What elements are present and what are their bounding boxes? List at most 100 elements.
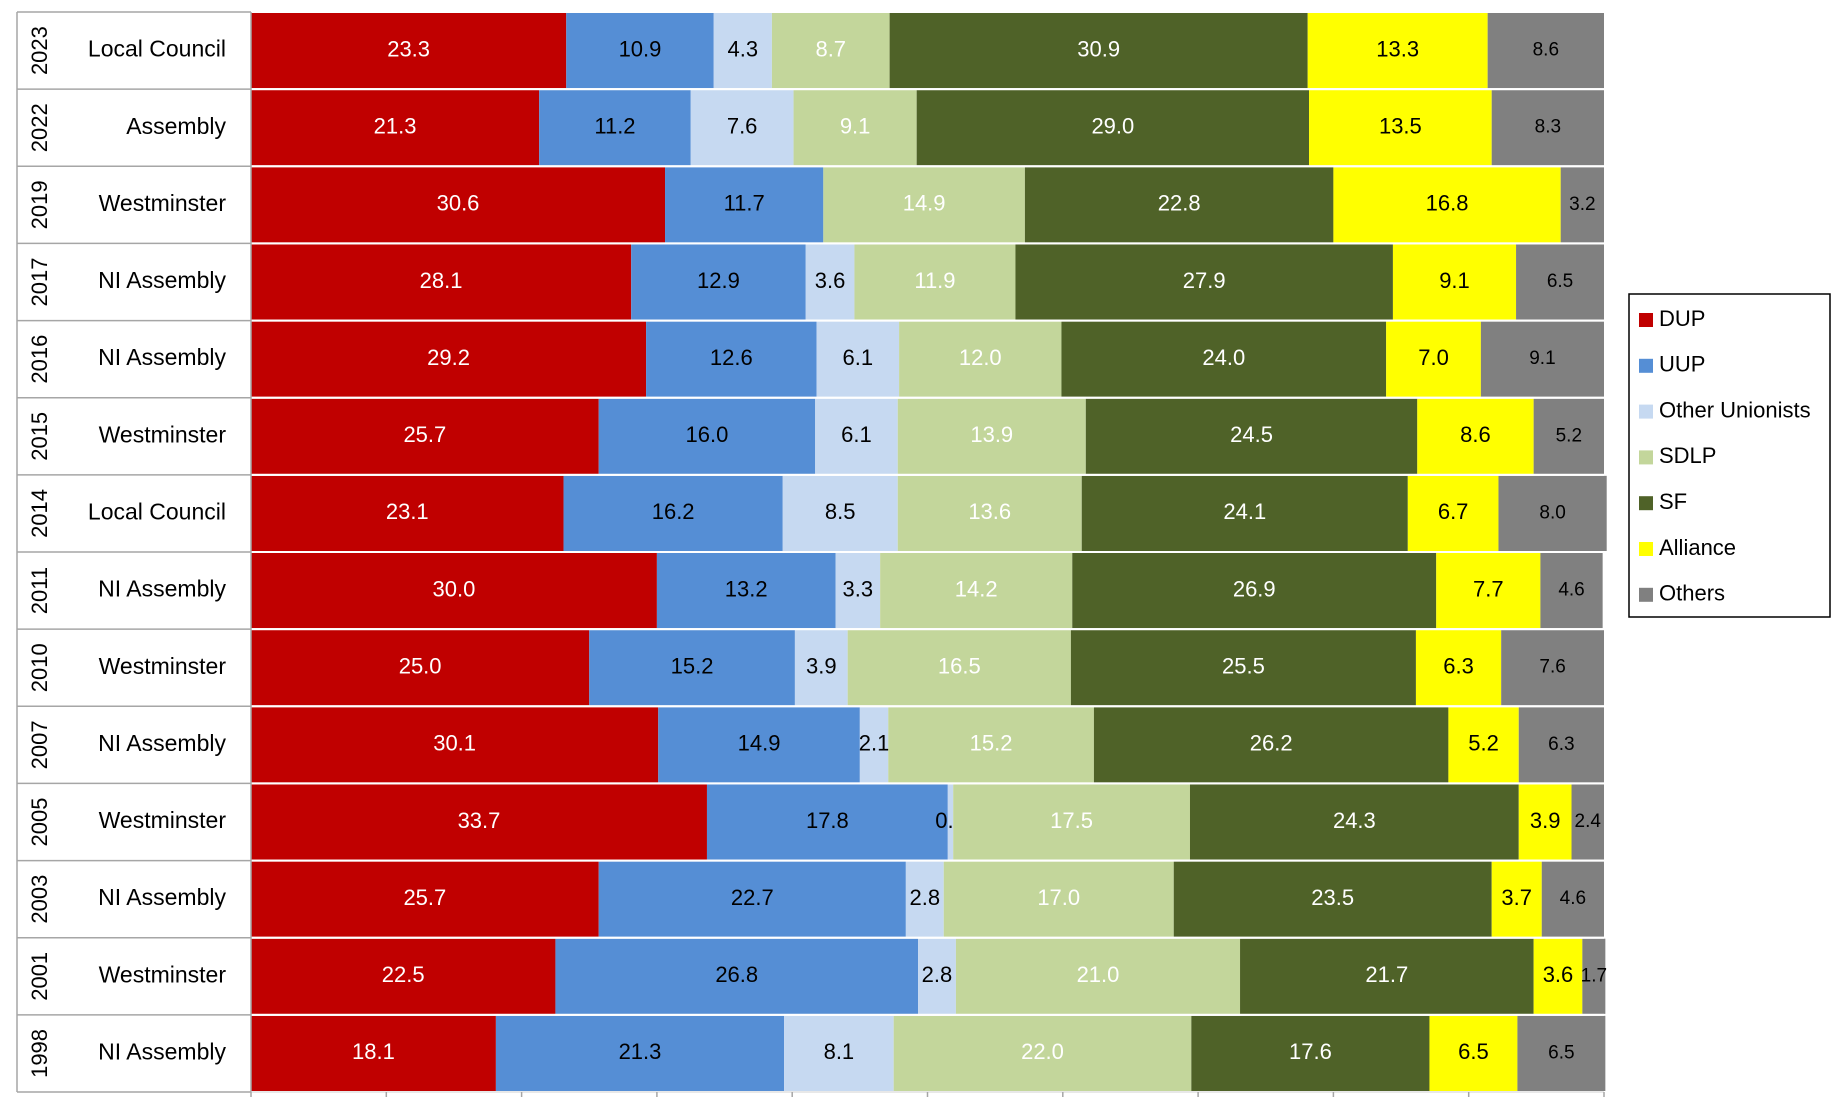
bar-segment xyxy=(835,553,881,629)
value-label: 9.1 xyxy=(1529,348,1555,369)
category-label: NI Assembly xyxy=(98,1039,226,1065)
value-label: 26.2 xyxy=(1250,731,1293,756)
value-label: 2.4 xyxy=(1575,811,1602,832)
bar-segment xyxy=(495,1015,785,1091)
legend-box xyxy=(1628,293,1831,618)
value-label: 3.3 xyxy=(843,576,874,601)
value-label: 13.2 xyxy=(725,576,768,601)
year-label: 2023 xyxy=(27,26,52,75)
bar-segment xyxy=(943,861,1174,937)
value-label: 2.8 xyxy=(909,885,940,910)
category-label: NI Assembly xyxy=(98,267,226,293)
bar-segment xyxy=(1093,707,1449,783)
value-label: 7.6 xyxy=(1539,657,1565,678)
bar-segment xyxy=(1517,1015,1606,1091)
bar-segment xyxy=(888,707,1094,783)
bar-segment xyxy=(251,13,567,89)
bar-segment xyxy=(1070,630,1416,706)
category-label: NI Assembly xyxy=(98,344,226,370)
bar-segment xyxy=(880,553,1073,629)
value-label: 25.7 xyxy=(403,885,446,910)
bar-segment xyxy=(1518,784,1572,860)
bar-segment xyxy=(897,398,1086,474)
bar-segment xyxy=(1487,13,1604,89)
year-label: 2015 xyxy=(27,412,52,461)
value-label: 25.7 xyxy=(403,422,446,447)
bar-segment xyxy=(598,861,906,937)
value-label: 5.2 xyxy=(1556,425,1582,446)
bar-segment xyxy=(1386,321,1481,397)
year-label: 1998 xyxy=(27,1029,52,1078)
value-label: 30.0 xyxy=(433,576,476,601)
value-label: 9.1 xyxy=(1439,268,1470,293)
value-label: 3.9 xyxy=(806,654,837,679)
bar-segment xyxy=(1429,1015,1518,1091)
value-label: 28.1 xyxy=(420,268,463,293)
year-label: 2011 xyxy=(27,567,52,614)
value-label: 17.5 xyxy=(1050,808,1093,833)
bar-segment xyxy=(897,475,1082,551)
value-label: 6.1 xyxy=(843,345,874,370)
value-label: 3.9 xyxy=(1530,808,1561,833)
value-label: 10.9 xyxy=(619,36,662,61)
bar-segment xyxy=(899,321,1062,397)
bar-segment xyxy=(893,1015,1192,1091)
category-label: Westminster xyxy=(99,653,227,679)
bar-segment xyxy=(1518,707,1604,783)
bar-segment xyxy=(1333,167,1561,243)
legend-label: Others xyxy=(1659,581,1725,606)
bar-segment xyxy=(1501,630,1604,706)
year-label: 2019 xyxy=(27,180,52,229)
legend-label: Other Unionists xyxy=(1659,397,1811,422)
value-label: 30.1 xyxy=(433,731,476,756)
bar-segment xyxy=(251,861,599,937)
value-label: 24.0 xyxy=(1202,345,1245,370)
value-label: 3.2 xyxy=(1569,194,1595,215)
value-label: 13.3 xyxy=(1376,36,1419,61)
bar-segment xyxy=(251,167,666,243)
bar-segment xyxy=(1415,630,1502,706)
value-label: 12.6 xyxy=(710,345,753,370)
value-label: 13.9 xyxy=(970,422,1013,447)
value-label: 23.1 xyxy=(386,499,429,524)
bar-segment xyxy=(1061,321,1387,397)
bar-segment xyxy=(1540,553,1603,629)
category-label: Local Council xyxy=(88,36,226,62)
bar-segment xyxy=(251,784,707,860)
value-label: 1.7 xyxy=(1581,965,1607,986)
bar-segment xyxy=(251,553,657,629)
bar-segment xyxy=(1307,13,1488,89)
bar-segment xyxy=(1081,475,1408,551)
bar-segment xyxy=(1407,475,1499,551)
bar-segment xyxy=(889,13,1308,89)
bar-segment xyxy=(816,321,900,397)
bar-segment xyxy=(251,475,564,551)
bar-segment xyxy=(1085,398,1418,474)
legend-swatch xyxy=(1639,587,1653,602)
legend-label: UUP xyxy=(1659,352,1705,377)
value-label: 8.1 xyxy=(824,1039,855,1064)
bar-segment xyxy=(794,630,848,706)
category-label: NI Assembly xyxy=(98,576,226,602)
value-label: 33.7 xyxy=(458,808,501,833)
value-label: 8.6 xyxy=(1533,40,1559,61)
value-label: 3.6 xyxy=(1543,962,1574,987)
bar-segment xyxy=(251,938,556,1014)
bar-segment xyxy=(251,90,540,166)
bar-segment xyxy=(1491,861,1542,937)
value-label: 17.8 xyxy=(806,808,849,833)
value-label: 16.5 xyxy=(938,654,981,679)
category-label: Westminster xyxy=(99,807,227,833)
value-label: 3.7 xyxy=(1501,885,1532,910)
bar-segment xyxy=(793,90,917,166)
value-label: 15.2 xyxy=(970,731,1013,756)
category-label: NI Assembly xyxy=(98,884,226,910)
bar-segment xyxy=(1189,784,1519,860)
bar-segment xyxy=(251,321,647,397)
bar-segment xyxy=(823,167,1025,243)
bar-segment xyxy=(1533,398,1604,474)
value-label: 4.3 xyxy=(728,36,759,61)
value-label: 8.7 xyxy=(815,36,846,61)
bar-segment xyxy=(955,938,1241,1014)
